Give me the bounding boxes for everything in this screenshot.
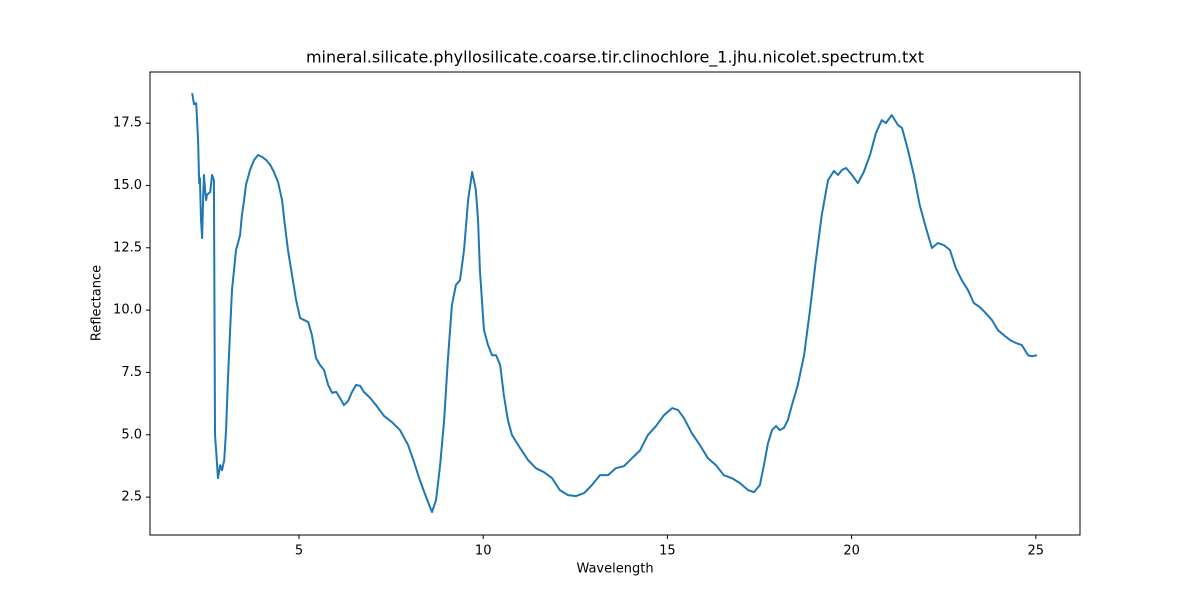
data-line bbox=[191, 93, 1038, 514]
y-tick-label: 12.5 bbox=[113, 240, 142, 255]
y-tick-label: 10.0 bbox=[113, 303, 142, 318]
x-tick-label: 20 bbox=[843, 544, 860, 559]
y-tick-label: 17.5 bbox=[113, 116, 142, 131]
y-tick-label: 5.0 bbox=[121, 427, 142, 442]
plot-frame bbox=[149, 71, 1081, 536]
x-tick-label: 10 bbox=[475, 544, 492, 559]
chart-title: mineral.silicate.phyllosilicate.coarse.t… bbox=[306, 48, 924, 68]
y-tick-label: 15.0 bbox=[113, 178, 142, 193]
y-tick-label: 2.5 bbox=[121, 490, 142, 505]
y-axis-label: Reflectance bbox=[90, 265, 105, 341]
x-tick-label: 15 bbox=[659, 544, 676, 559]
x-axis-label: Wavelength bbox=[576, 562, 653, 577]
x-tick-label: 25 bbox=[1028, 544, 1045, 559]
x-tick-label: 5 bbox=[295, 544, 303, 559]
y-tick-label: 7.5 bbox=[121, 365, 142, 380]
